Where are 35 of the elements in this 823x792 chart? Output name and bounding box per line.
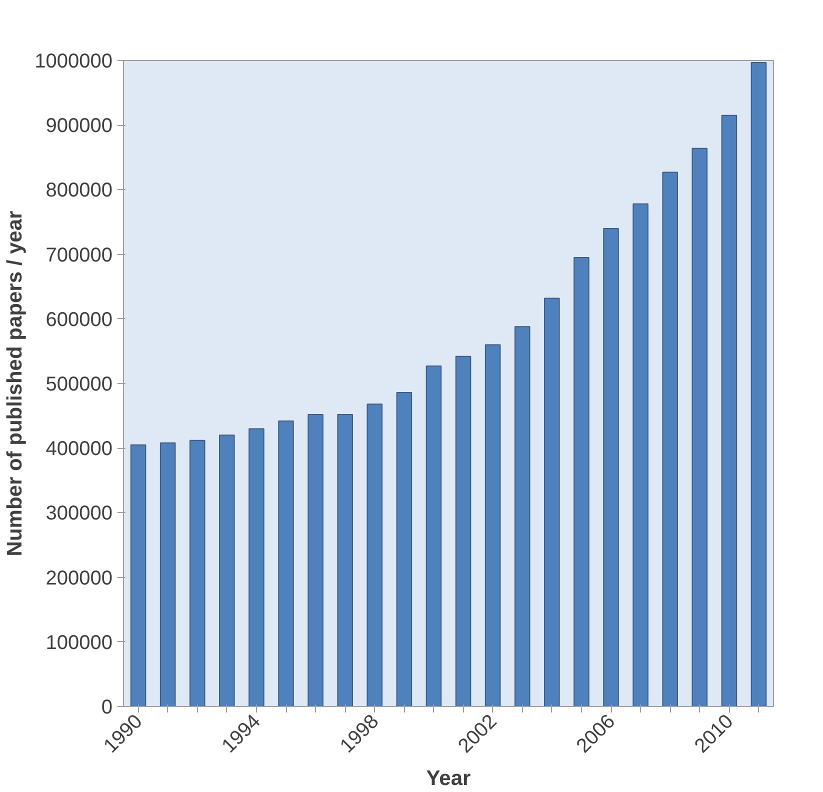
y-tick-label: 900000	[46, 115, 113, 138]
y-axis-title: Number of published papers / year	[4, 210, 27, 556]
bar	[248, 428, 264, 706]
bar	[514, 326, 530, 706]
bar	[662, 172, 678, 706]
y-tick-label: 300000	[46, 502, 113, 525]
bar	[130, 444, 146, 706]
bar	[160, 442, 176, 706]
y-tick-label: 600000	[46, 308, 113, 331]
bar	[721, 114, 738, 706]
bar	[308, 414, 324, 706]
bar	[366, 404, 383, 706]
bar	[484, 344, 501, 706]
bar	[337, 414, 353, 706]
bar	[632, 203, 648, 706]
y-tick-label: 1000000	[34, 50, 113, 72]
bar	[189, 440, 206, 706]
y-tick-label: 200000	[46, 567, 113, 590]
x-axis-title: Year	[426, 766, 471, 790]
y-tick-label: 100000	[46, 632, 113, 654]
bar	[396, 392, 412, 706]
bar	[278, 420, 294, 706]
y-tick-label: 700000	[46, 244, 113, 266]
bar	[603, 228, 619, 706]
bar	[426, 366, 442, 706]
y-tick-label: 800000	[46, 180, 113, 202]
y-tick-label: 400000	[46, 438, 113, 460]
bar	[544, 298, 560, 706]
bar	[692, 148, 708, 706]
bar	[219, 434, 235, 706]
y-tick-label: 0	[101, 696, 112, 718]
bar	[750, 62, 767, 706]
y-tick-label: 500000	[46, 374, 113, 396]
bar	[574, 257, 590, 706]
bar	[455, 356, 472, 706]
